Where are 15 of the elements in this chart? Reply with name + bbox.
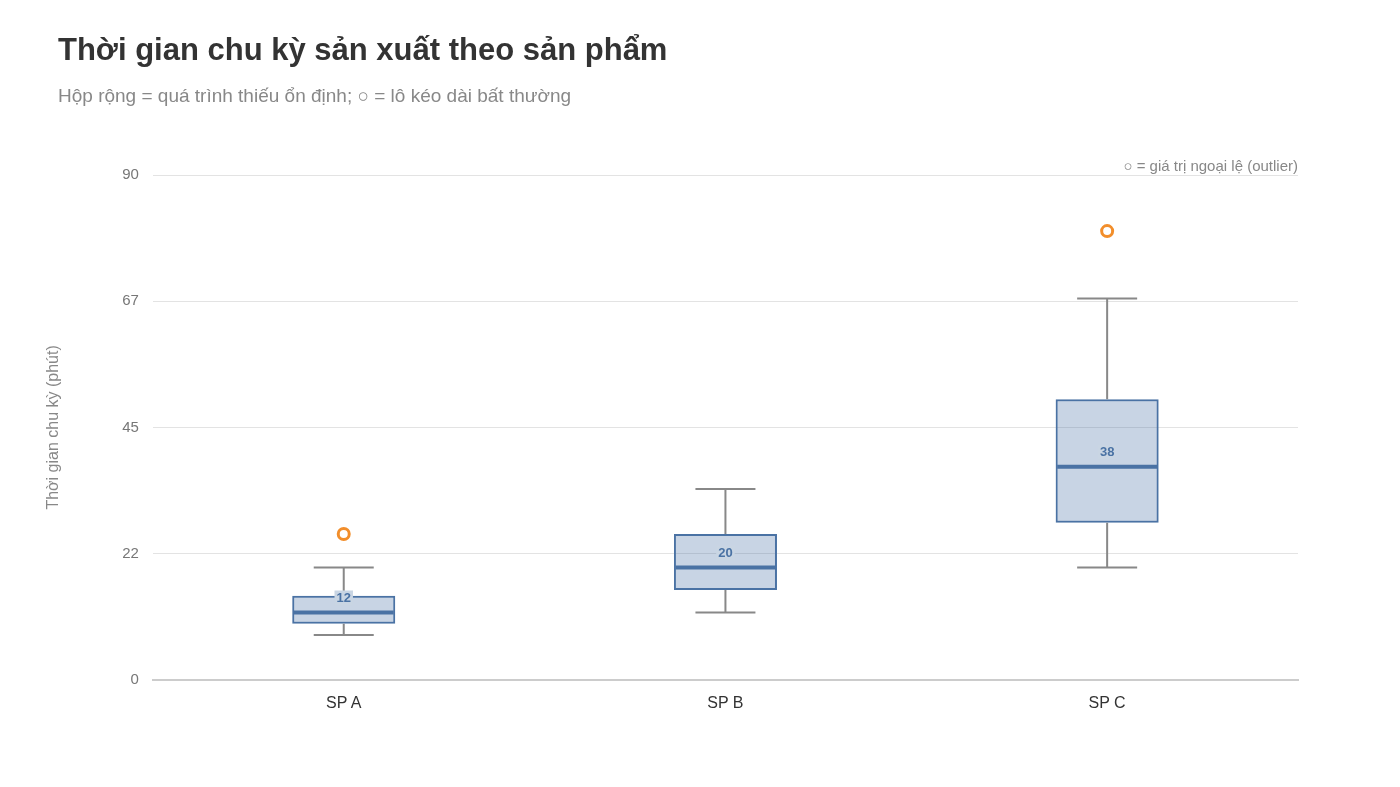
y-tick-label: 90 bbox=[122, 165, 139, 183]
x-tick-label: SP C bbox=[1088, 693, 1126, 711]
annotation: 12 bbox=[336, 590, 351, 606]
y-tick-label: 67 bbox=[122, 291, 139, 309]
chart-subtitle: Hộp rộng = quá trình thiếu ổn định; ○ = lô kéo dài bất thường bbox=[58, 85, 572, 107]
y-axis-title: Thời gian chu kỳ (phút) bbox=[44, 345, 62, 510]
chart-title: Thời gian chu kỳ sản xuất theo sản phẩm bbox=[58, 32, 668, 68]
annotation: 20 bbox=[718, 545, 733, 561]
x-tick-label: SP A bbox=[326, 693, 362, 711]
x-tick-label: SP B bbox=[707, 693, 744, 711]
y-tick-label: 22 bbox=[122, 543, 139, 561]
y-tick-label: 45 bbox=[122, 417, 139, 435]
annotation: 38 bbox=[1099, 444, 1115, 460]
text: ○ = giá trị ngoại lệ (outlier) bbox=[1123, 157, 1298, 175]
y-tick-label: 0 bbox=[130, 669, 139, 687]
